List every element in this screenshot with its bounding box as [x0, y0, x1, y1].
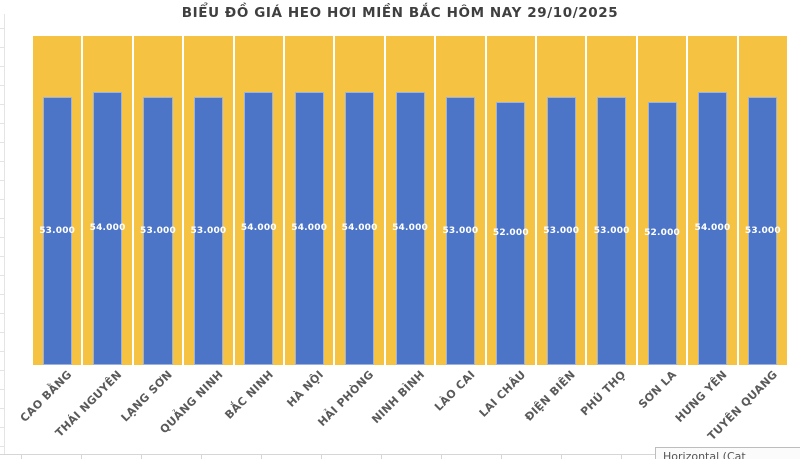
category-cell: 54.000: [385, 36, 435, 365]
category-cell: 52.000: [637, 36, 687, 365]
category-cell: 53.000: [537, 36, 586, 365]
bar[interactable]: 53.000: [594, 96, 629, 365]
sheet-gridline-horizontal: [0, 454, 656, 455]
category-label[interactable]: HẢI PHÒNG: [315, 368, 377, 429]
category-label[interactable]: PHÚ THỌ: [578, 368, 629, 419]
bar[interactable]: 53.000: [543, 96, 579, 365]
bar[interactable]: 53.000: [39, 96, 75, 365]
category-label[interactable]: HƯNG YÊN: [672, 368, 730, 425]
bar[interactable]: 53.000: [745, 96, 781, 365]
bar[interactable]: 53.000: [190, 96, 226, 365]
plot-area[interactable]: 53.000 54.000 53.000 53.000 54.000 54.000 54.0…: [33, 36, 788, 365]
category-cell: 54.000: [335, 36, 384, 365]
axis-tooltip-text: Horizontal (Cat: [663, 450, 746, 459]
category-label[interactable]: LAI CHÂU: [476, 368, 529, 420]
category-label[interactable]: THÁI NGUYÊN: [53, 368, 125, 440]
value-label: 53.000: [140, 225, 176, 236]
value-label: 53.000: [593, 225, 630, 236]
value-label: 54.000: [694, 223, 731, 234]
bar[interactable]: 54.000: [241, 91, 277, 365]
category-label[interactable]: NINH BÌNH: [369, 368, 428, 427]
category-label[interactable]: QUẢNG NINH: [157, 368, 226, 437]
category-cell: 53.000: [587, 36, 636, 365]
value-label: 53.000: [543, 225, 580, 236]
bar[interactable]: 52.000: [493, 101, 529, 365]
value-label: 54.000: [291, 223, 328, 234]
value-label: 53.000: [190, 225, 227, 236]
sheet-column-ticks: [21, 455, 656, 459]
bar[interactable]: 54.000: [90, 91, 125, 365]
category-cell: 53.000: [738, 36, 788, 365]
value-label: 54.000: [89, 223, 126, 234]
category-label[interactable]: SƠN LA: [636, 368, 680, 412]
category-cell: 53.000: [33, 36, 82, 365]
axis-tooltip: Horizontal (Cat: [655, 447, 800, 459]
value-label: 52.000: [492, 228, 529, 239]
category-label[interactable]: TUYÊN QUANG: [705, 368, 781, 443]
chart-title[interactable]: BIỂU ĐỒ GIÁ HEO HƠI MIỀN BẮC HÔM NAY 29/…: [181, 5, 619, 21]
category-cell: 53.000: [133, 36, 183, 365]
value-label: 53.000: [744, 225, 781, 236]
category-label[interactable]: HÀ NỘI: [284, 368, 327, 410]
bar[interactable]: 54.000: [291, 91, 327, 365]
category-label[interactable]: LẠNG SƠN: [118, 368, 176, 425]
bar[interactable]: 52.000: [644, 101, 680, 365]
category-cell: 54.000: [234, 36, 284, 365]
bar[interactable]: 54.000: [342, 91, 377, 365]
category-cell: 53.000: [184, 36, 233, 365]
bar[interactable]: 53.000: [442, 96, 478, 365]
value-label: 54.000: [392, 223, 428, 234]
category-cell: 52.000: [486, 36, 536, 365]
category-cell: 54.000: [285, 36, 334, 365]
bar[interactable]: 53.000: [140, 96, 176, 365]
category-label[interactable]: LÀO CAI: [432, 368, 478, 414]
category-cell: 53.000: [436, 36, 485, 365]
bar[interactable]: 54.000: [392, 91, 428, 365]
category-cell: 54.000: [83, 36, 132, 365]
value-label: 54.000: [240, 223, 277, 234]
value-label: 54.000: [341, 223, 378, 234]
bar[interactable]: 54.000: [695, 91, 730, 365]
category-label[interactable]: ĐIỆN BIÊN: [522, 368, 579, 424]
value-label: 52.000: [644, 228, 681, 239]
category-label[interactable]: BẮC NINH: [222, 368, 277, 422]
value-label: 53.000: [442, 225, 479, 236]
value-label: 53.000: [39, 225, 76, 236]
category-label[interactable]: CAO BẰNG: [17, 368, 75, 425]
sheet-gridline-vertical: [4, 14, 5, 455]
sheet-row-ticks: [0, 28, 4, 455]
category-cell: 54.000: [688, 36, 737, 365]
